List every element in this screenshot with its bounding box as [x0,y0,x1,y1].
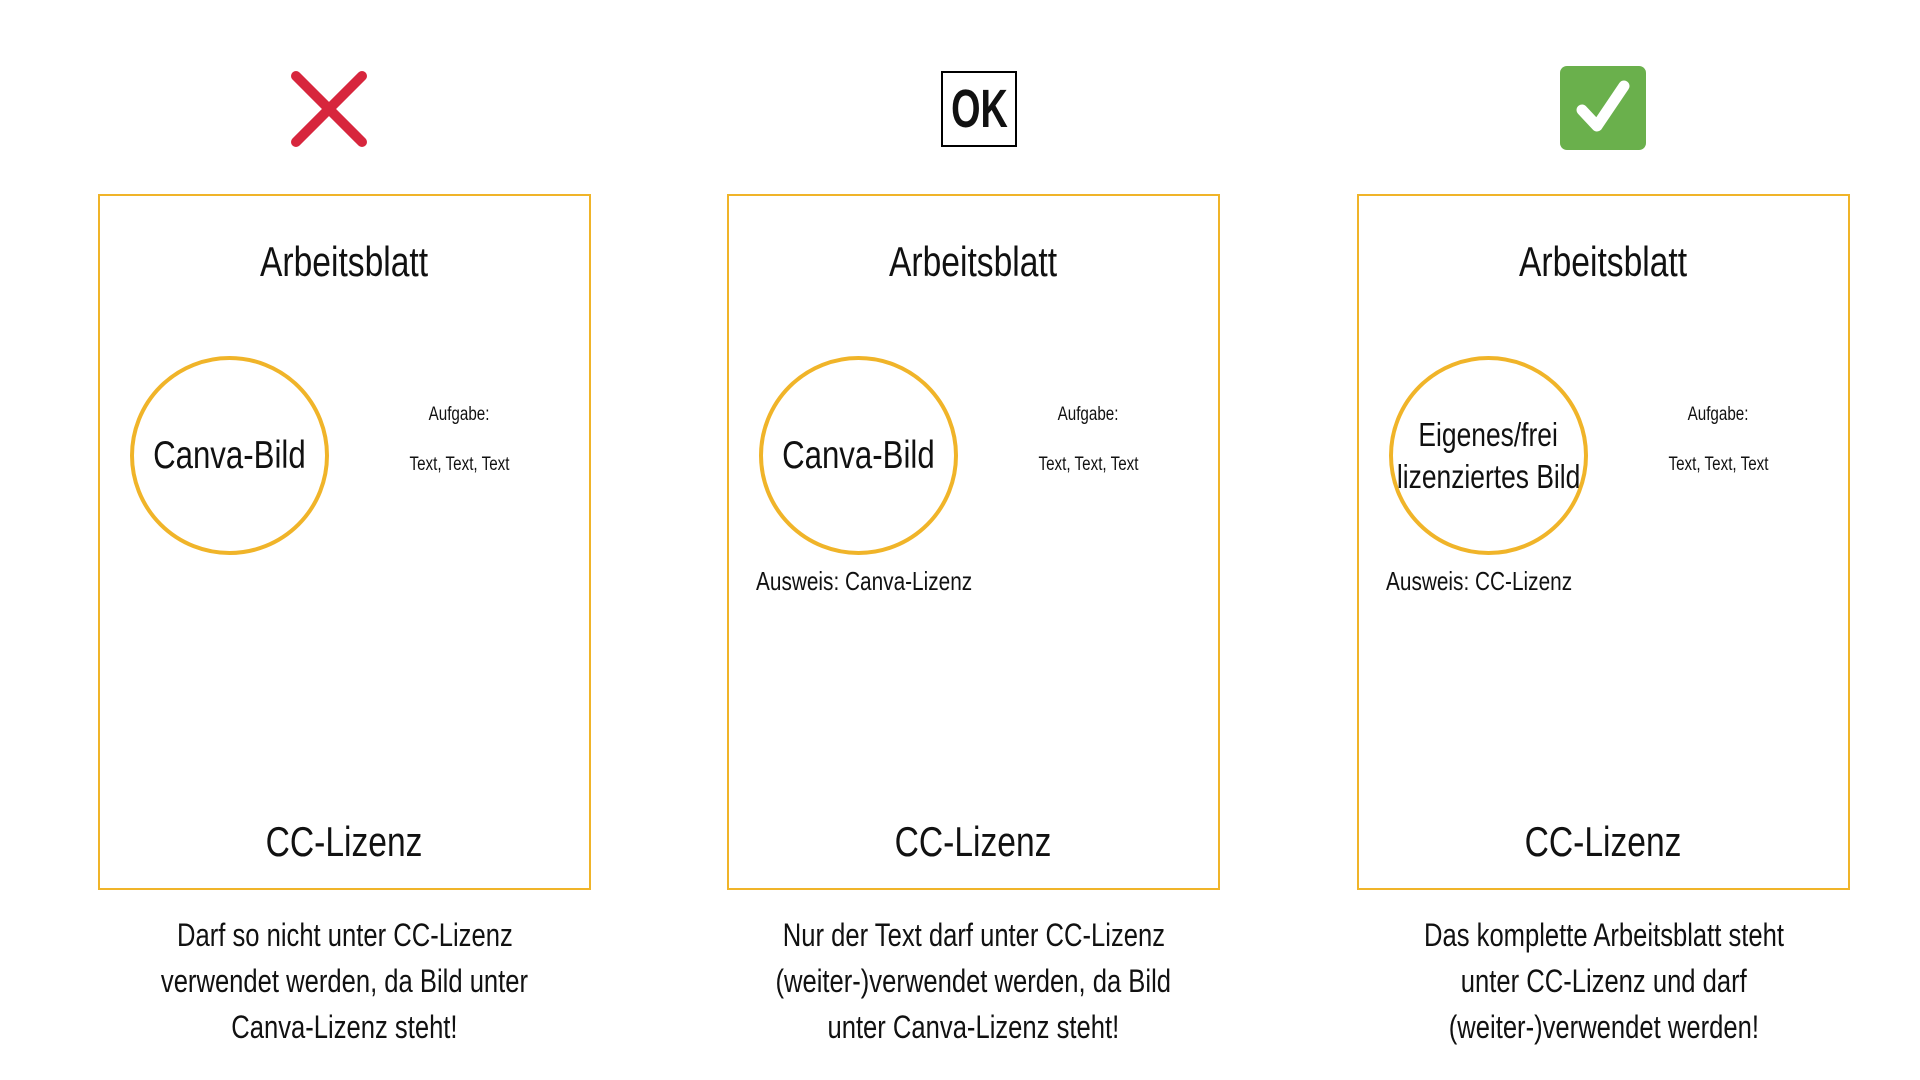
license-label: CC-Lizenz [895,818,1052,865]
license-label: CC-Lizenz [266,818,423,865]
image-label: Canva-Bild [153,433,306,477]
worksheet-title: Arbeitsblatt [889,238,1058,285]
column-allowed: Arbeitsblatt Eigenes/frei lizenziertes B… [1357,0,1850,1080]
caption: Das komplette Arbeitsblatt steht unter C… [1423,917,1784,1045]
task-label: Aufgabe: [1057,404,1119,425]
image-placeholder: Canva-Bild [759,356,958,555]
worksheet-panel: Arbeitsblatt Eigenes/frei lizenziertes B… [1357,194,1850,890]
worksheet-title: Arbeitsblatt [1519,238,1688,285]
checkmark-icon [1560,66,1646,150]
image-label: Eigenes/frei [1418,415,1559,453]
task-text: Text, Text, Text [409,454,509,475]
license-label: CC-Lizenz [1525,818,1682,865]
caption: Nur der Text darf unter CC-Lizenz (weite… [775,917,1172,1045]
worksheet-panel: Arbeitsblatt Canva-Bild Aufgabe: Text, T… [98,194,591,890]
column-not-allowed: Arbeitsblatt Canva-Bild Aufgabe: Text, T… [98,0,591,1080]
worksheet-title: Arbeitsblatt [260,238,429,285]
task-text: Text, Text, Text [1038,454,1138,475]
image-label: lizenziertes Bild [1396,457,1581,495]
caption: Darf so nicht unter CC-Lizenz verwendet … [160,917,529,1045]
image-placeholder: Eigenes/frei lizenziertes Bild [1389,356,1588,555]
attribution-text: Ausweis: Canva-Lizenz [756,566,973,596]
cross-icon [291,71,367,147]
ok-icon: OK [941,71,1017,147]
task-label: Aufgabe: [428,404,490,425]
attribution-text: Ausweis: CC-Lizenz [1386,566,1573,596]
image-label: Canva-Bild [782,433,935,477]
image-placeholder: Canva-Bild [130,356,329,555]
worksheet-panel: Arbeitsblatt Canva-Bild Aufgabe: Text, T… [727,194,1220,890]
column-ok: OK Arbeitsblatt Canva-Bild Aufgabe: Text… [727,0,1220,1080]
task-label: Aufgabe: [1687,404,1749,425]
task-text: Text, Text, Text [1668,454,1768,475]
